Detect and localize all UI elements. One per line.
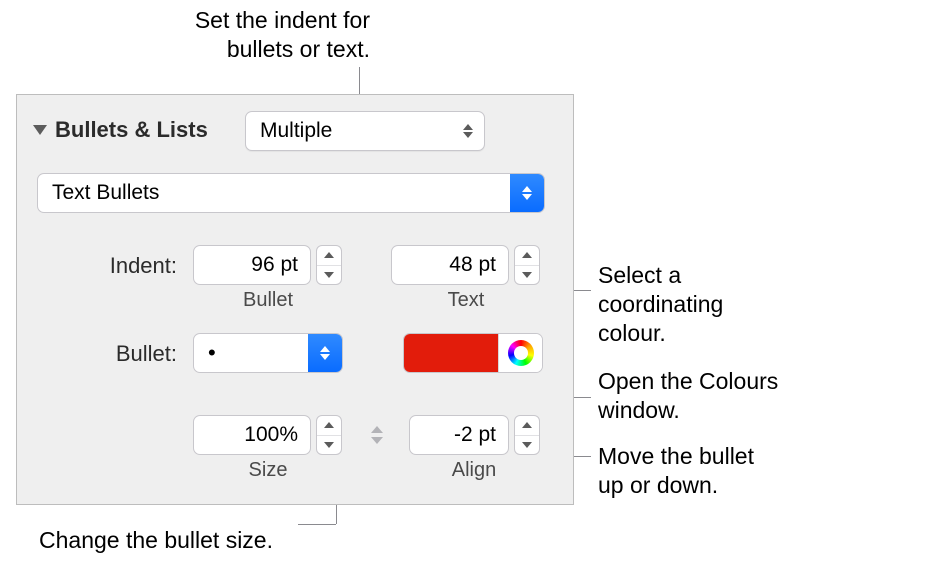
vertical-drag-icon[interactable] xyxy=(365,415,389,455)
align-sublabel: Align xyxy=(409,459,539,482)
bullet-char-value: • xyxy=(208,342,216,364)
callout-colour-window: Open the Colours window. xyxy=(598,367,918,425)
list-style-popup[interactable]: Multiple xyxy=(245,111,485,151)
stepper-up-icon[interactable] xyxy=(317,416,341,436)
size-sublabel: Size xyxy=(193,459,343,482)
leader-line xyxy=(298,524,336,525)
callout-size: Change the bullet size. xyxy=(39,526,359,555)
section-title: Bullets & Lists xyxy=(55,117,208,143)
stepper-down-icon[interactable] xyxy=(515,436,539,455)
bullet-size-stepper[interactable]: 100% xyxy=(193,415,342,455)
bullet-align-value: -2 pt xyxy=(454,423,496,447)
stepper-buttons[interactable] xyxy=(316,415,342,455)
bullet-color-well[interactable] xyxy=(403,333,543,373)
callout-indent: Set the indent for bullets or text. xyxy=(150,6,370,64)
list-style-value: Multiple xyxy=(260,119,332,143)
indent-bullet-value: 96 pt xyxy=(251,253,298,277)
callout-text: Move the bullet up or down. xyxy=(598,443,754,498)
updown-arrows-icon xyxy=(462,123,474,139)
color-wheel-icon xyxy=(508,340,534,366)
bullet-type-popup[interactable]: Text Bullets xyxy=(37,173,545,213)
indent-bullet-sublabel: Bullet xyxy=(193,289,343,312)
indent-text-stepper[interactable]: 48 pt xyxy=(391,245,540,285)
popup-arrows-icon xyxy=(308,334,342,372)
stepper-up-icon[interactable] xyxy=(515,246,539,266)
color-picker-button[interactable] xyxy=(498,334,542,372)
stepper-buttons[interactable] xyxy=(316,245,342,285)
bullet-size-field[interactable]: 100% xyxy=(193,415,311,455)
disclosure-triangle-icon[interactable] xyxy=(33,125,47,135)
callout-text: Select a coordinating colour. xyxy=(598,262,723,346)
bullet-type-value: Text Bullets xyxy=(52,181,159,205)
color-swatch[interactable] xyxy=(404,334,498,372)
bullet-size-value: 100% xyxy=(244,423,298,447)
bullet-label: Bullet: xyxy=(37,341,177,367)
indent-text-value: 48 pt xyxy=(449,253,496,277)
indent-bullet-field[interactable]: 96 pt xyxy=(193,245,311,285)
popup-arrows-icon xyxy=(510,174,544,212)
callout-text: Open the Colours window. xyxy=(598,368,778,423)
indent-label: Indent: xyxy=(37,253,177,279)
callout-align: Move the bullet up or down. xyxy=(598,442,898,500)
indent-text-field[interactable]: 48 pt xyxy=(391,245,509,285)
stepper-buttons[interactable] xyxy=(514,415,540,455)
stepper-down-icon[interactable] xyxy=(515,266,539,285)
stepper-up-icon[interactable] xyxy=(317,246,341,266)
stepper-down-icon[interactable] xyxy=(317,436,341,455)
stepper-down-icon[interactable] xyxy=(317,266,341,285)
stepper-buttons[interactable] xyxy=(514,245,540,285)
indent-text-sublabel: Text xyxy=(391,289,541,312)
bullet-align-stepper[interactable]: -2 pt xyxy=(409,415,540,455)
bullet-char-popup[interactable]: • xyxy=(193,333,343,373)
callout-text: Change the bullet size. xyxy=(39,527,273,553)
bullets-lists-panel: Bullets & Lists Multiple Text Bullets In… xyxy=(16,94,574,505)
bullet-align-field[interactable]: -2 pt xyxy=(409,415,509,455)
stepper-up-icon[interactable] xyxy=(515,416,539,436)
callout-colour-select: Select a coordinating colour. xyxy=(598,261,818,347)
indent-bullet-stepper[interactable]: 96 pt xyxy=(193,245,342,285)
